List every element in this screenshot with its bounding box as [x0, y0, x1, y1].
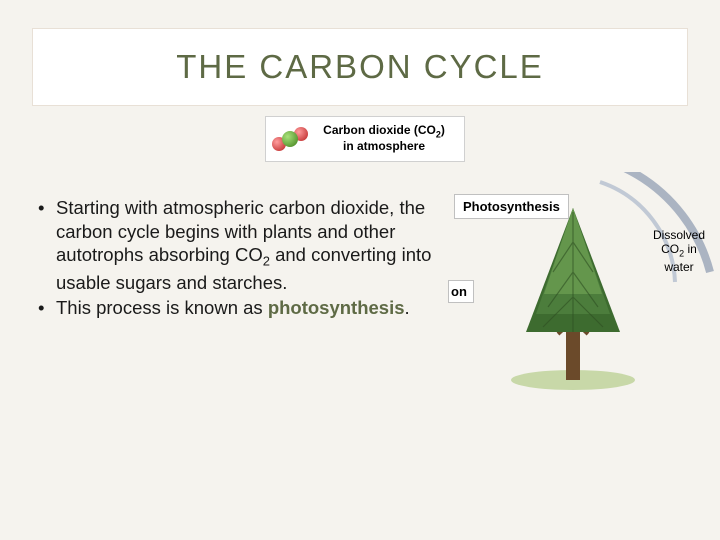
text-fragment: in: [684, 242, 697, 256]
keyword-photosynthesis: photosynthesis: [268, 297, 405, 318]
text-fragment: water: [664, 260, 693, 274]
bullet-item: Starting with atmospheric carbon dioxide…: [34, 196, 434, 294]
dissolved-co2-label: Dissolved CO2 in water: [642, 228, 716, 274]
text-fragment: ): [441, 123, 445, 137]
cycle-diagram-fragment: Photosynthesis Dissolved CO2 in water on: [440, 172, 720, 402]
co2-atmosphere-box: Carbon dioxide (CO2) in atmosphere: [265, 116, 465, 162]
co2-molecule-icon: [272, 125, 310, 153]
subscript: 2: [263, 254, 270, 269]
text-fragment: in atmosphere: [343, 139, 425, 153]
bullet-item: This process is known as photosynthesis.: [34, 296, 434, 320]
slide-title: THE CARBON CYCLE: [176, 48, 544, 86]
text-fragment: This process is known as: [56, 297, 268, 318]
text-fragment: CO: [661, 242, 679, 256]
text-fragment: .: [405, 297, 410, 318]
bullet-list: Starting with atmospheric carbon dioxide…: [34, 196, 434, 322]
text-fragment: Carbon dioxide (CO: [323, 123, 436, 137]
text-fragment: Dissolved: [653, 228, 705, 242]
label-fragment-on: on: [448, 280, 474, 303]
carbon-atom-icon: [282, 131, 298, 147]
tree-icon: [508, 202, 638, 392]
co2-box-text: Carbon dioxide (CO2) in atmosphere: [310, 124, 458, 154]
title-bar: THE CARBON CYCLE: [32, 28, 688, 106]
